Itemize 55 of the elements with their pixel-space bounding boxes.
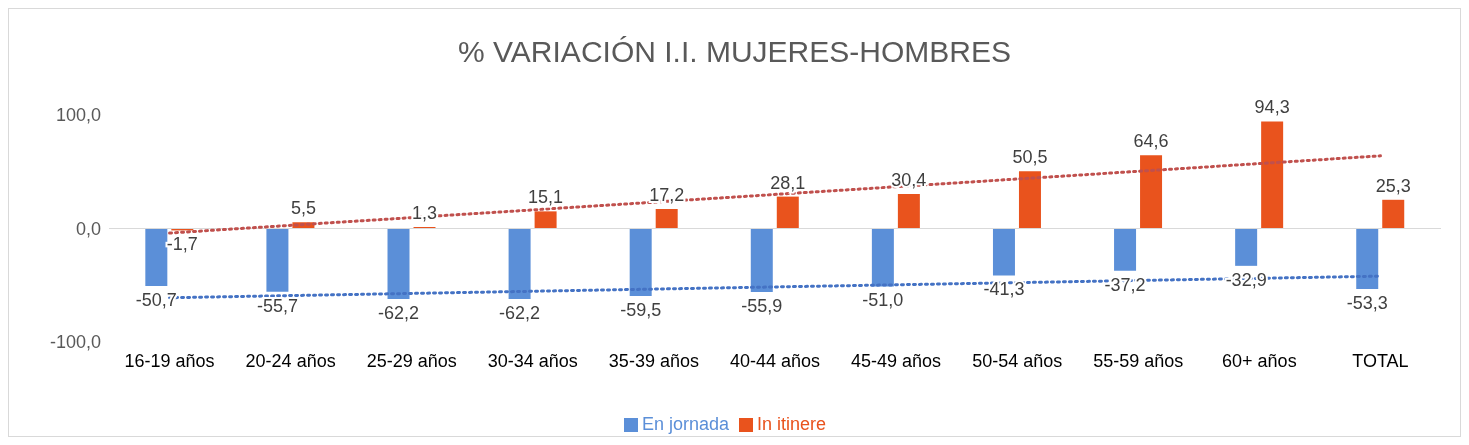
legend-label: En jornada [641,414,730,434]
data-label: -55,9 [741,295,783,316]
bar [387,228,410,300]
x-tick-label: 16-19 años [124,350,215,371]
data-label: -59,5 [620,300,662,321]
bar [1261,121,1284,229]
x-tick-label: 45-49 años [851,350,942,371]
bar [992,228,1015,276]
data-label: -53,3 [1346,293,1388,313]
data-label: 15,1 [528,187,564,208]
y-tick-label: 100,0 [55,105,101,126]
x-tick-label: 20-24 años [245,350,336,371]
y-tick-label: 0,0 [75,218,101,239]
x-tick-label: 60+ años [1222,350,1297,371]
x-tick-label: 40-44 años [729,350,821,371]
chart-title: % VARIACIÓN I.I. MUJERES-HOMBRES [457,34,1012,70]
bar [1140,155,1163,229]
bar [655,208,678,229]
data-label: -55,7 [256,295,298,316]
bar [871,228,894,287]
data-label: 25,3 [1375,175,1411,196]
data-label: 17,2 [649,184,685,205]
bar [1356,228,1379,289]
data-label: -62,2 [377,303,420,324]
y-tick-label: -100,0 [49,332,101,353]
data-label: 50,5 [1012,147,1048,168]
bar [266,228,289,292]
bar [1235,228,1258,266]
data-label: 30,4 [891,170,927,190]
bar [534,211,557,229]
x-tick-label: 35-39 años [608,350,699,371]
bar [1114,228,1137,271]
bar [145,228,168,287]
data-label: 28,1 [770,172,806,193]
x-tick-label: 25-29 años [366,350,457,371]
data-label: 5,5 [290,198,316,219]
legend-label: In itinere [757,414,827,434]
data-label: 94,3 [1254,97,1290,118]
bar [776,196,799,229]
data-label: -50,7 [135,290,177,311]
x-tick-label: 55-59 años [1093,350,1184,371]
x-tick-label: 50-54 años [972,350,1063,371]
x-tick-label: TOTAL [1352,350,1409,371]
data-label: -51,0 [862,290,904,311]
data-label: -62,2 [499,303,541,324]
bar [508,228,531,300]
bar [629,228,652,297]
data-label: -1,7 [166,234,198,255]
x-tick-label: 30-34 años [487,350,578,371]
bar [750,228,773,292]
bar [1018,171,1041,229]
data-label: 64,6 [1133,131,1169,152]
data-label: -41,3 [983,279,1025,300]
bar [897,194,920,229]
bar [1382,199,1405,229]
